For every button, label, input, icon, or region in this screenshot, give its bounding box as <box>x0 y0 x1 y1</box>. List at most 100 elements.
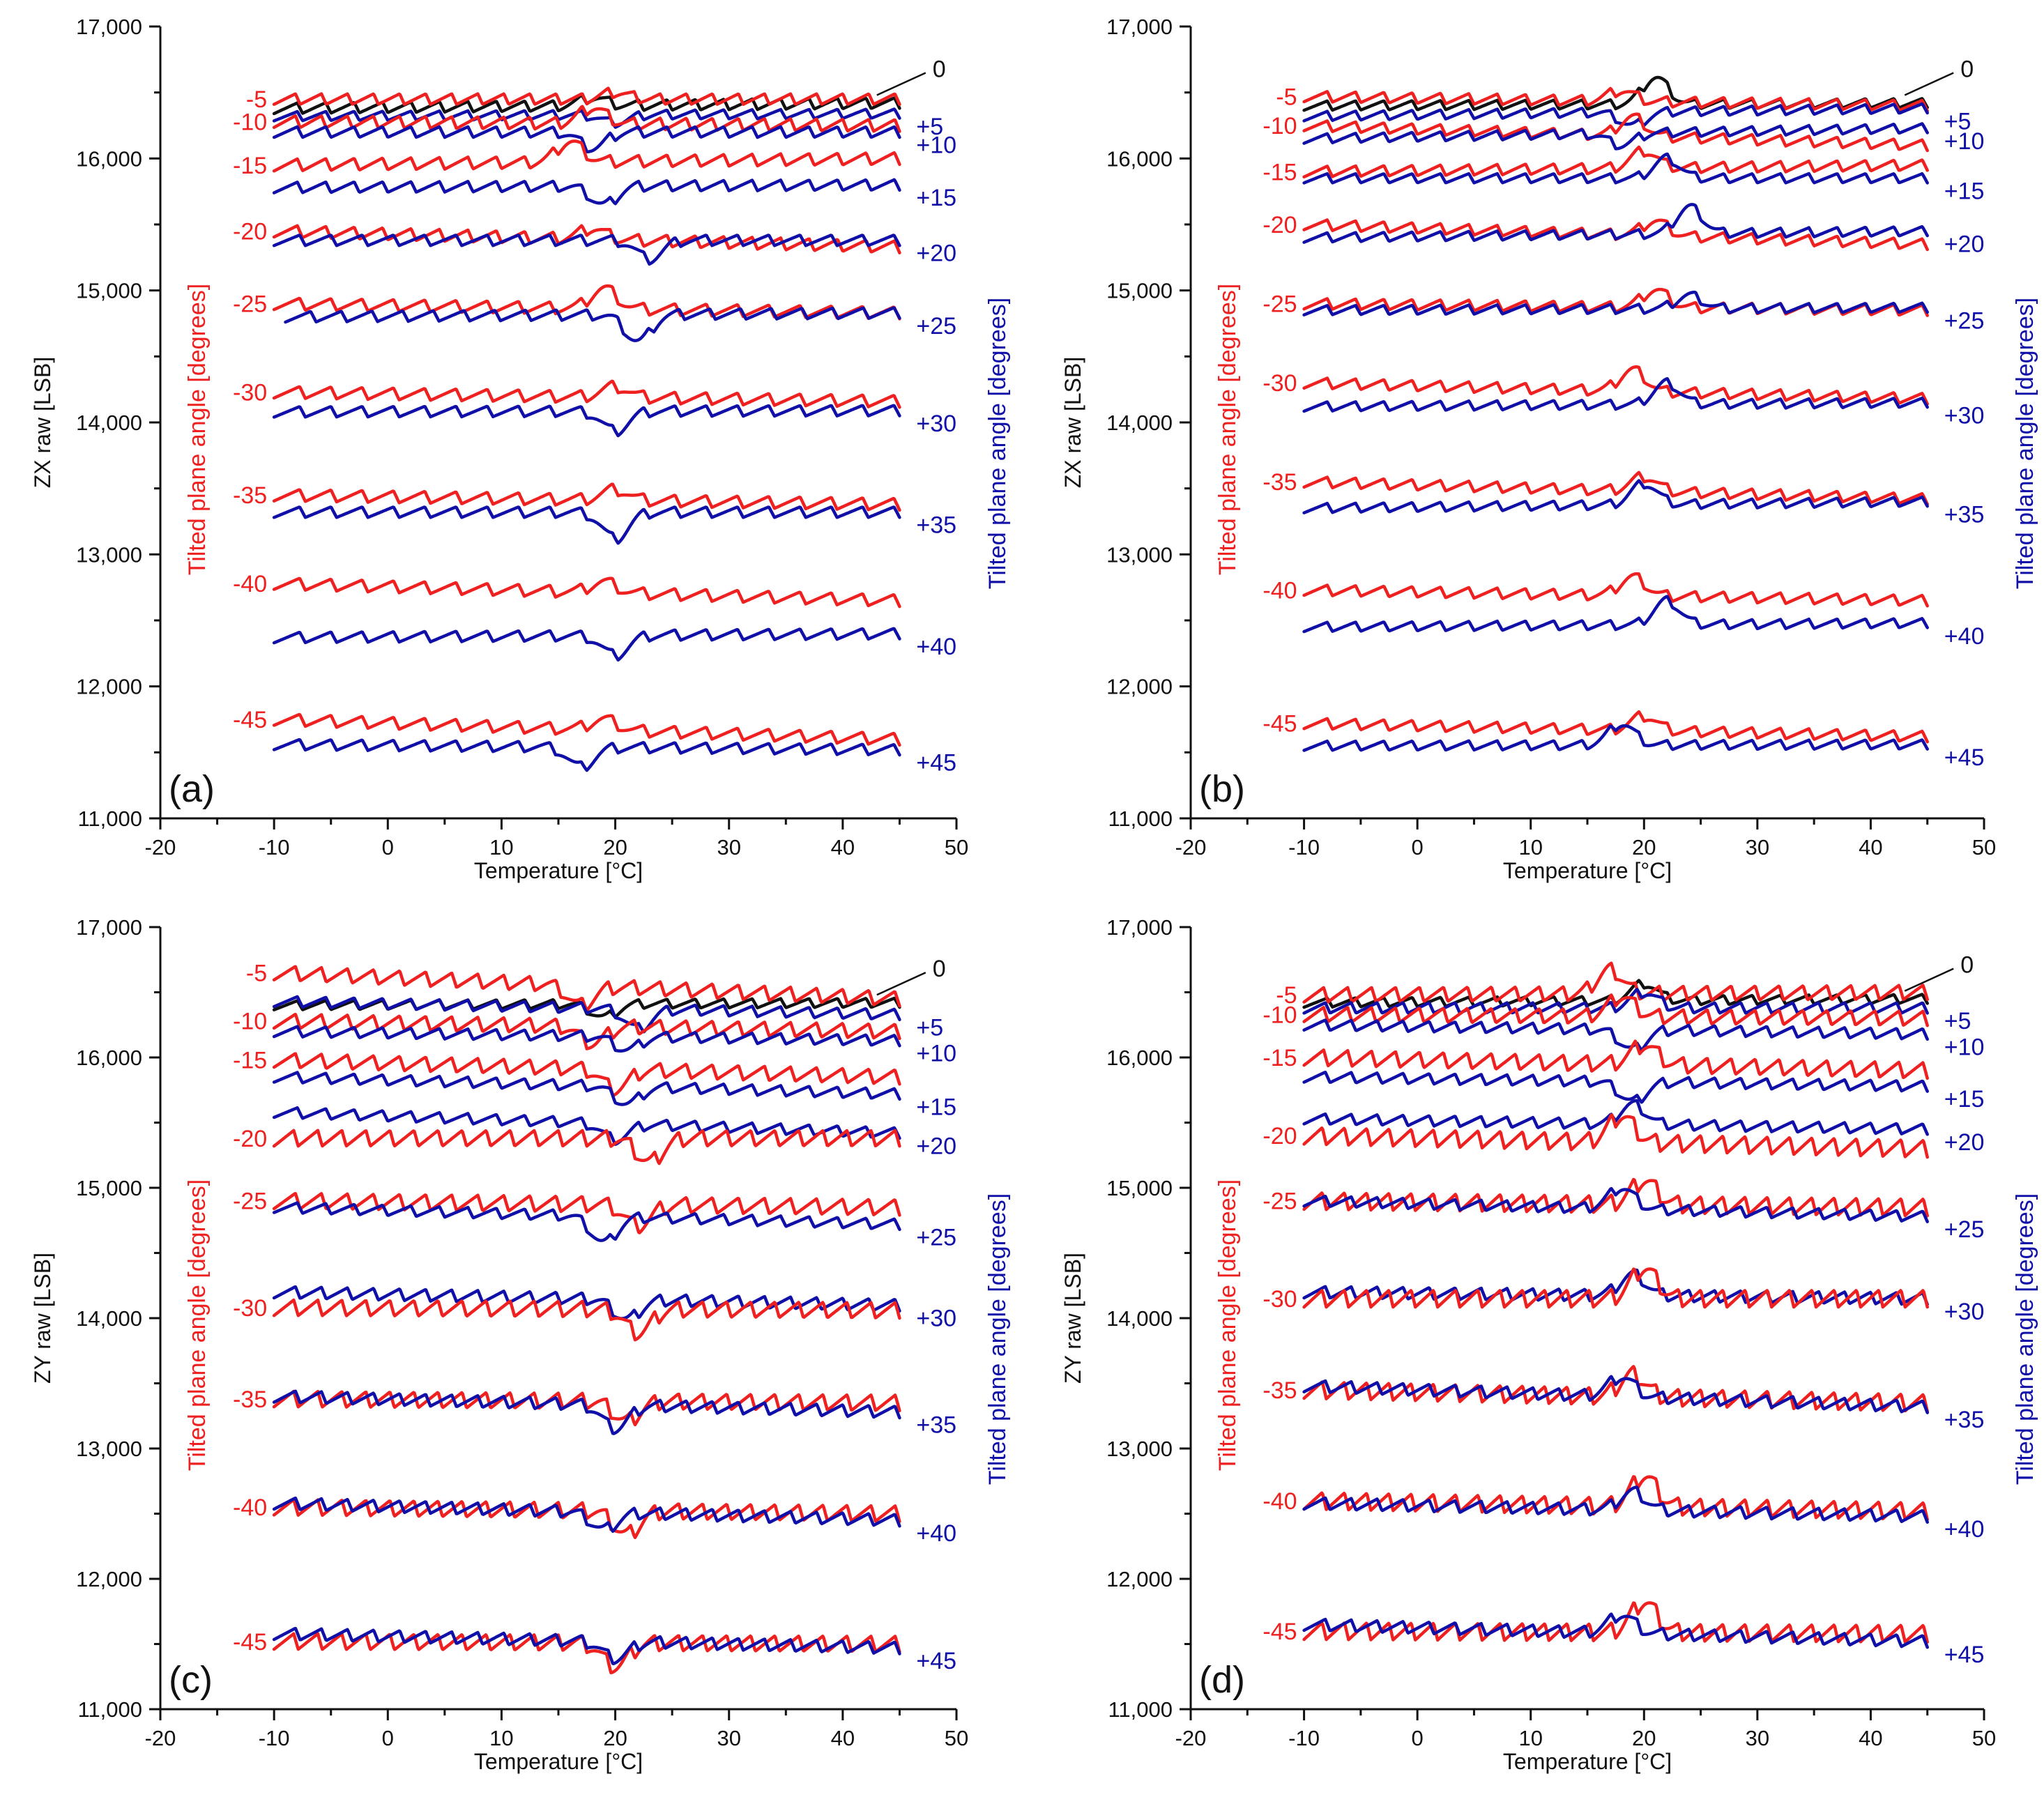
series-line-pos15 <box>1302 152 1929 185</box>
x-tick-label: -20 <box>145 835 176 859</box>
series-line-neg15 <box>272 1052 901 1097</box>
series-line-neg10 <box>1302 112 1929 153</box>
series-label: -35 <box>1263 1377 1297 1404</box>
series-line-neg20 <box>272 1129 901 1165</box>
series-label: -5 <box>246 86 267 113</box>
series-label: +30 <box>1944 1299 1985 1325</box>
x-tick-label: 10 <box>489 835 513 859</box>
y-tick-label: 12,000 <box>76 675 142 699</box>
y-tick-label: 11,000 <box>77 807 142 831</box>
series-label: +40 <box>916 1520 956 1547</box>
y-tick-label: 12,000 <box>1106 1567 1173 1591</box>
panel-label: (a) <box>169 768 215 810</box>
series-line-pos15 <box>1302 1071 1929 1104</box>
series-label: -45 <box>1263 711 1297 737</box>
zero-label-leader <box>876 72 926 96</box>
y-tick-label: 17,000 <box>1106 915 1173 940</box>
y-tick-label: 13,000 <box>1106 1437 1173 1461</box>
y-tick-label: 14,000 <box>76 411 142 435</box>
left-angle-axis-title: Tilted plane angle [degrees] <box>1214 1179 1241 1471</box>
x-tick-label: 0 <box>382 1726 394 1750</box>
series-line-pos30 <box>272 404 901 438</box>
series-line-neg5 <box>1302 86 1929 113</box>
x-tick-label: 20 <box>603 1726 627 1750</box>
series-label: -20 <box>233 218 267 245</box>
series-label: -5 <box>1276 84 1297 110</box>
series-label: -15 <box>1263 1045 1297 1071</box>
series-label: +20 <box>1944 1129 1985 1156</box>
series-label: -10 <box>233 109 267 135</box>
y-tick-label: 15,000 <box>76 279 142 303</box>
y-tick-label: 15,000 <box>76 1176 142 1200</box>
y-tick-label: 15,000 <box>1106 279 1173 303</box>
series-line-pos10 <box>272 125 901 153</box>
series-label: +10 <box>916 132 956 158</box>
series-label: -45 <box>1263 1619 1297 1645</box>
series-label: -35 <box>233 482 267 509</box>
series-label: +20 <box>916 240 956 267</box>
series-label: -45 <box>233 1629 267 1656</box>
x-tick-label: 0 <box>1412 1726 1424 1750</box>
x-tick-label: -20 <box>1175 835 1207 859</box>
series-line-neg15 <box>1302 145 1929 179</box>
series-line-neg45 <box>272 1632 901 1674</box>
series-label: +35 <box>1944 1407 1985 1433</box>
series-label: +40 <box>1944 623 1985 650</box>
series-line-pos35 <box>1302 1375 1929 1414</box>
series-label: -40 <box>1263 1488 1297 1515</box>
series-label: +15 <box>916 185 956 211</box>
series-line-pos10 <box>272 1025 901 1053</box>
series-label: +45 <box>1944 744 1985 771</box>
series-line-pos40 <box>1302 595 1929 634</box>
series-label: -20 <box>233 1126 267 1152</box>
x-tick-label: -20 <box>145 1726 176 1750</box>
series-line-neg20 <box>1302 1113 1929 1159</box>
x-tick-label: 20 <box>1632 835 1656 859</box>
chart-panel-b: 11,000 12,000 13,000 14,000 15,000 16,000 17,0… <box>1060 15 2038 883</box>
series-line-neg40 <box>1302 572 1929 608</box>
series-label: -20 <box>1263 1123 1297 1149</box>
series-line-pos20 <box>1302 1099 1929 1136</box>
series-line-pos15 <box>272 178 901 206</box>
series-label: +5 <box>916 1014 943 1041</box>
series-label: +45 <box>916 750 956 777</box>
zero-series-label: 0 <box>1960 56 1974 82</box>
series-line-pos30 <box>272 1285 901 1320</box>
series-line-pos40 <box>272 1496 901 1534</box>
series-line-neg30 <box>272 379 901 409</box>
series-label: -15 <box>233 153 267 179</box>
series-line-neg40 <box>1302 1475 1929 1522</box>
x-tick-label: -20 <box>1175 1726 1207 1750</box>
x-tick-label: -10 <box>259 1726 290 1750</box>
series-line-pos45 <box>1302 1612 1929 1649</box>
series-line-neg45 <box>1302 710 1929 744</box>
series-line-neg35 <box>1302 1365 1929 1413</box>
y-axis-title: ZY raw [LSB] <box>1060 1253 1085 1384</box>
series-line-neg5 <box>1302 961 1929 1004</box>
x-tick-label: 10 <box>489 1726 513 1750</box>
series-line-neg35 <box>1302 471 1929 506</box>
series-label: +25 <box>1944 307 1985 334</box>
series-label: +45 <box>916 1648 956 1674</box>
series-line-neg30 <box>272 1298 901 1342</box>
series-label: +15 <box>1944 1086 1985 1113</box>
series-label: -45 <box>233 707 267 733</box>
x-tick-label: 50 <box>1972 1726 1996 1750</box>
y-tick-label: 15,000 <box>1106 1176 1173 1200</box>
series-line-neg15 <box>1302 1039 1929 1080</box>
x-tick-label: 50 <box>945 835 968 859</box>
left-angle-axis-title: Tilted plane angle [degrees] <box>184 284 211 575</box>
series-line-neg40 <box>272 576 901 609</box>
series-label: +30 <box>916 1305 956 1331</box>
series-line-pos45 <box>1302 724 1929 752</box>
series-label: +40 <box>916 634 956 660</box>
zero-series-label: 0 <box>933 956 946 982</box>
y-tick-label: 17,000 <box>1106 15 1173 39</box>
y-tick-label: 14,000 <box>76 1306 142 1331</box>
series-line-neg45 <box>272 712 901 747</box>
y-tick-label: 14,000 <box>1106 411 1173 435</box>
x-tick-label: 30 <box>1746 1726 1769 1750</box>
series-line-pos5 <box>272 107 901 129</box>
series-line-pos25 <box>284 306 901 342</box>
x-tick-label: 50 <box>945 1726 968 1750</box>
